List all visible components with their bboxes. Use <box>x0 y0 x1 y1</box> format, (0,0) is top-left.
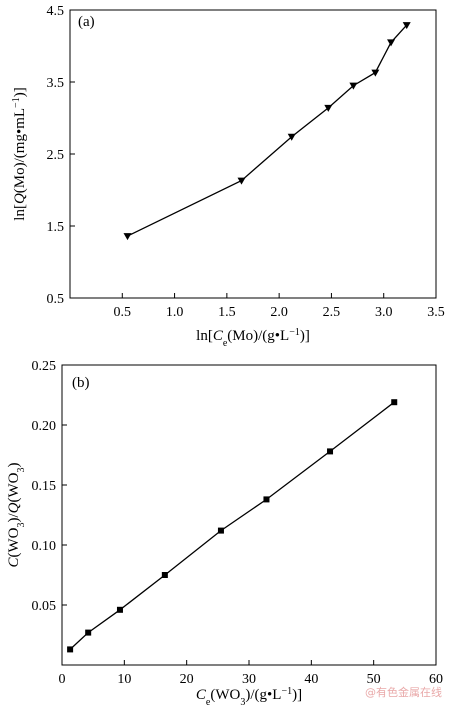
x-axis-label-a: ln[Ce(Mo)/(g•L−1)] <box>196 327 310 349</box>
series-b <box>67 399 398 653</box>
x-tick-label: 20 <box>180 672 194 687</box>
data-point <box>217 527 224 534</box>
data-point <box>116 606 123 613</box>
data-point <box>402 22 411 30</box>
data-point <box>263 496 270 503</box>
data-point <box>85 629 92 636</box>
panel-b: (b) 10 20 30 40 50 60 0.050.100.150.200.25 0 … <box>6 359 443 706</box>
plot-frame-a <box>69 9 437 299</box>
y-tick-label: 4.5 <box>47 4 65 19</box>
y-ticks-a: 0.5 1.5 2.5 3.5 4.5 <box>47 4 75 307</box>
data-point <box>387 39 396 47</box>
data-point <box>391 399 398 406</box>
y-tick-label: 0.15 <box>32 479 57 494</box>
x-tick-label: 3.5 <box>427 305 445 320</box>
data-point <box>237 177 246 185</box>
y-tick-label: 0.05 <box>32 599 57 614</box>
panel-a: (a) 0.5 1.0 1.5 2.0 2.5 3.0 3.5 0.5 1.5 2.5 3.5 4.… <box>11 4 445 349</box>
data-point <box>327 448 334 455</box>
data-point <box>371 69 380 77</box>
data-point <box>349 82 358 90</box>
x-tick-label: 1.0 <box>166 305 184 320</box>
series-a <box>123 22 411 241</box>
x-tick-label: 10 <box>117 672 131 687</box>
y-axis-label-b: C(WO3)/Q(WO3) <box>6 462 27 567</box>
x-axis-label-b: Ce(WO3)/(g•L−1)] <box>196 686 302 706</box>
y-tick-label: 0.10 <box>32 539 57 554</box>
y-tick-label: 3.5 <box>47 76 65 91</box>
y-tick-label: 2.5 <box>47 148 65 163</box>
data-point <box>161 572 168 578</box>
x-tick-label: 3.0 <box>375 305 393 320</box>
x-tick-label: 50 <box>367 672 381 687</box>
y-tick-label: 0.25 <box>32 359 57 374</box>
x-tick-label: 1.5 <box>218 305 236 320</box>
watermark: @有色金属在线 <box>365 686 442 699</box>
x-tick-label: 2.5 <box>323 305 341 320</box>
x-tick-label: 60 <box>429 672 443 687</box>
x-tick-label: 40 <box>304 672 318 687</box>
data-point <box>324 104 333 112</box>
y-axis-label-a: ln[Q(Mo)/(mg•mL−1)] <box>11 87 29 220</box>
data-point <box>123 233 132 241</box>
panel-label-b: (b) <box>72 375 90 391</box>
x-ticks-a: 0.5 1.0 1.5 2.0 2.5 3.0 3.5 <box>114 293 445 320</box>
x-ticks-b: 10 20 30 40 50 60 <box>117 660 443 687</box>
x-tick-label: 30 <box>242 672 256 687</box>
data-point <box>287 133 296 141</box>
series-line <box>127 24 408 237</box>
y-tick-label: 0.5 <box>47 292 65 307</box>
origin-label-b: 0 <box>59 672 66 687</box>
y-tick-label: 1.5 <box>47 220 65 235</box>
plot-frame-b <box>61 364 437 666</box>
data-point <box>67 646 74 653</box>
x-tick-label: 2.0 <box>270 305 288 320</box>
y-ticks-b: 0.05 0.10 0.15 0.20 0.25 <box>32 359 67 614</box>
series-line <box>69 401 395 650</box>
panel-label-a: (a) <box>78 14 95 30</box>
x-tick-label: 0.5 <box>114 305 132 320</box>
y-tick-label: 0.20 <box>32 419 57 434</box>
